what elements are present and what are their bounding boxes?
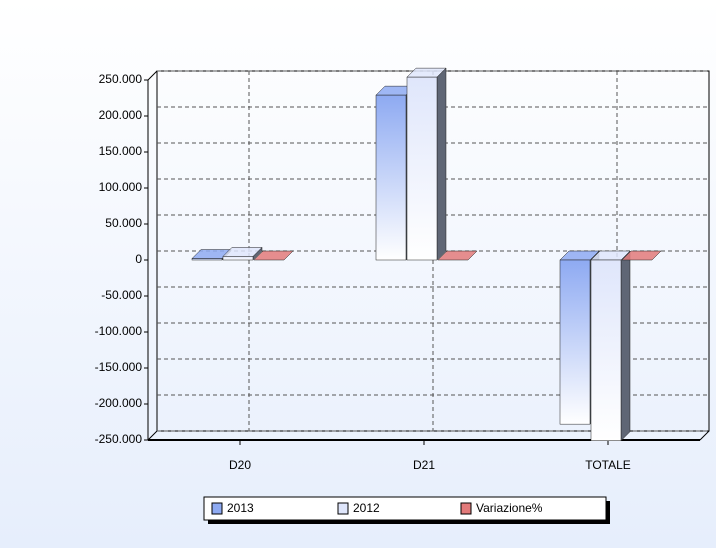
bar-top <box>437 250 478 261</box>
y-tick-label: -50.000 <box>101 288 142 302</box>
y-tick-label: -100.000 <box>95 324 143 338</box>
y-tick-label: -150.000 <box>95 360 143 374</box>
bar <box>437 250 478 261</box>
y-tick-label: 100.000 <box>99 180 143 194</box>
bar <box>253 250 294 261</box>
legend-swatch <box>460 502 472 515</box>
legend <box>203 496 607 521</box>
frame <box>147 430 158 441</box>
frame <box>147 70 158 81</box>
bar-side <box>620 250 631 442</box>
y-tick-label: -200.000 <box>95 396 143 410</box>
bar <box>621 250 662 261</box>
y-tick-label: 250.000 <box>99 72 143 86</box>
legend-label: Variazione% <box>476 501 543 515</box>
legend-label: 2013 <box>227 501 254 515</box>
x-tick-label: TOTALE <box>585 458 631 472</box>
bar-front <box>222 256 254 261</box>
x-tick-label: D20 <box>229 458 251 472</box>
y-tick-label: 150.000 <box>99 144 143 158</box>
bar <box>222 246 263 261</box>
bar-side <box>436 67 447 261</box>
bar-top <box>621 250 662 261</box>
bar-front <box>590 259 622 441</box>
x-tick-label: D21 <box>413 458 435 472</box>
bar <box>406 67 447 261</box>
y-tick-label: 200.000 <box>99 108 143 122</box>
y-tick-label: 0 <box>135 252 142 266</box>
legend-swatch <box>337 502 349 515</box>
bar-front <box>375 94 407 261</box>
legend-label: 2012 <box>353 501 380 515</box>
bar-front <box>406 76 438 261</box>
frame <box>699 430 710 441</box>
bar-front <box>559 259 591 425</box>
bar-front <box>191 258 223 261</box>
bar <box>590 250 631 442</box>
bar-top <box>253 250 294 261</box>
y-tick-label: -250.000 <box>95 432 143 446</box>
y-tick-label: 50.000 <box>105 216 142 230</box>
legend-swatch <box>211 502 223 515</box>
